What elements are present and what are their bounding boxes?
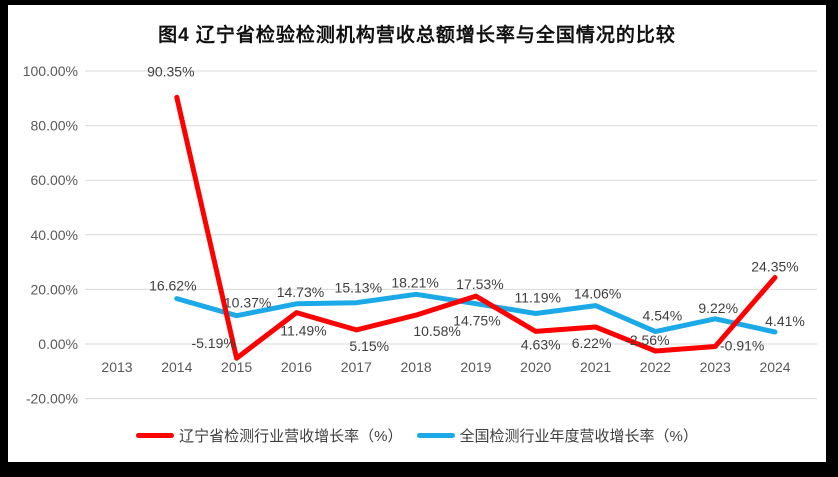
chart-panel <box>8 5 826 462</box>
x-axis-tick-label: 2019 <box>460 359 491 375</box>
y-axis-tick-label: 40.00% <box>31 227 78 243</box>
chart-legend: 辽宁省检测行业营收增长率（%） 全国检测行业年度营收增长率（%） <box>8 425 826 446</box>
x-axis-tick-label: 2024 <box>759 359 790 375</box>
y-axis-tick-label: 100.00% <box>23 63 78 79</box>
data-label-series-1: 9.22% <box>698 300 738 316</box>
data-label-series-0: 24.35% <box>751 259 798 275</box>
data-label-series-1: 14.06% <box>574 286 621 302</box>
legend-label-national: 全国检测行业年度营收增长率（%） <box>459 428 698 445</box>
series-line-1 <box>174 291 778 335</box>
legend-item-liaoning[interactable]: 辽宁省检测行业营收增长率（%） <box>136 425 403 446</box>
legend-swatch-liaoning-line <box>136 433 175 438</box>
x-axis-tick-label: 2021 <box>580 359 611 375</box>
data-label-series-1: 18.21% <box>391 274 438 290</box>
x-axis-tick-label: 2014 <box>161 359 192 375</box>
x-axis-tick-label: 2022 <box>640 359 671 375</box>
data-label-series-1: 11.19% <box>515 289 561 305</box>
data-label-series-0: 6.22% <box>572 335 612 351</box>
data-label-series-0: -0.91% <box>720 337 764 353</box>
y-axis-tick-label: -20.00% <box>26 391 78 407</box>
legend-swatch-national-line <box>416 433 455 438</box>
legend-label-liaoning: 辽宁省检测行业营收增长率（%） <box>179 428 403 445</box>
data-label-series-0: 17.53% <box>456 276 503 292</box>
data-label-series-0: -5.19% <box>191 335 235 351</box>
x-axis-tick-label: 2018 <box>401 359 432 375</box>
data-label-series-0: -2.56% <box>625 332 669 348</box>
data-label-series-1: 10.37% <box>224 295 271 311</box>
x-axis-tick-label: 2020 <box>520 359 551 375</box>
y-axis-tick-label: 80.00% <box>31 118 78 134</box>
data-label-series-1: 14.75% <box>453 313 500 329</box>
data-label-series-0: 11.49% <box>280 323 326 339</box>
x-axis-tick-label: 2016 <box>281 359 312 375</box>
x-axis-tick-label: 2023 <box>700 359 731 375</box>
data-label-series-1: 15.13% <box>335 280 382 296</box>
data-label-series-1: 14.73% <box>277 284 324 300</box>
y-axis-tick-label: 20.00% <box>31 281 78 297</box>
chart-title: 图4 辽宁省检验检测机构营收总额增长率与全国情况的比较 <box>158 25 676 46</box>
data-label-series-0: 5.15% <box>349 338 389 354</box>
x-axis-tick-label: 2017 <box>341 359 372 375</box>
y-axis-tick-label: 60.00% <box>31 172 78 188</box>
data-label-series-1: 4.54% <box>643 308 683 324</box>
x-axis-tick-label: 2015 <box>221 359 252 375</box>
data-label-series-0: 90.35% <box>147 63 194 79</box>
series-line-0 <box>174 94 778 361</box>
data-label-series-1: 4.41% <box>765 313 805 329</box>
data-label-series-0: 10.58% <box>413 323 460 339</box>
legend-item-national[interactable]: 全国检测行业年度营收增长率（%） <box>416 425 698 446</box>
x-axis-tick-label: 2013 <box>101 359 132 375</box>
data-label-series-1: 16.62% <box>149 278 196 294</box>
y-axis-tick-label: 0.00% <box>38 336 78 352</box>
data-label-series-0: 4.63% <box>521 336 561 352</box>
